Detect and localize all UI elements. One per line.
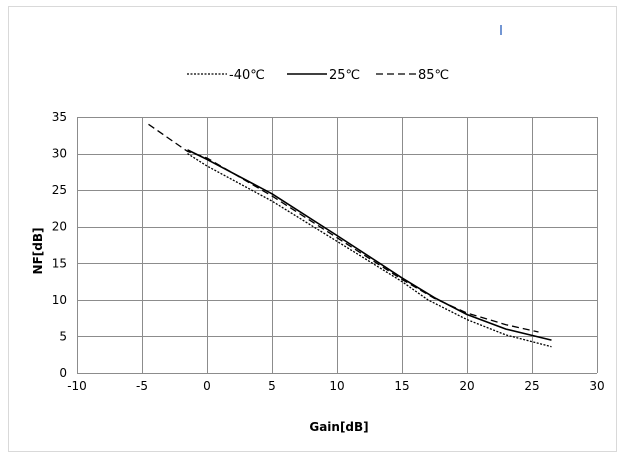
- legend-label: -40℃: [229, 68, 265, 83]
- y-tick-label: 30: [52, 147, 67, 161]
- series-line-dotted: [187, 153, 552, 348]
- x-tick-label: 10: [329, 379, 344, 393]
- x-tick-label: 30: [589, 379, 604, 393]
- chart-frame: -10 -5 0 5 10 15 20 25 30 0 5 10 15 20 25 30 35 -40℃ 25℃ 8…: [8, 6, 617, 452]
- series-line-solid: [187, 149, 552, 341]
- x-tick-label: 5: [268, 379, 276, 393]
- legend: -40℃ 25℃ 85℃: [187, 68, 449, 83]
- y-tick-label: 35: [52, 110, 67, 124]
- line-chart: -10 -5 0 5 10 15 20 25 30 0 5 10 15 20 25 30 35 -40℃ 25℃ 8…: [31, 25, 605, 434]
- y-tick-label: 5: [59, 329, 67, 343]
- y-tick-label: 10: [52, 293, 67, 307]
- x-axis-title: Gain[dB]: [309, 420, 368, 434]
- legend-label: 85℃: [418, 68, 449, 83]
- x-tick-label: 20: [459, 379, 474, 393]
- y-axis-title: NF[dB]: [31, 228, 45, 275]
- x-tick-label: -10: [67, 379, 87, 393]
- y-tick-label: 15: [52, 256, 67, 270]
- series-lines: [148, 123, 552, 348]
- series-line-dashed: [148, 123, 539, 333]
- y-tick-label: 25: [52, 183, 67, 197]
- x-tick-label: 15: [394, 379, 409, 393]
- x-tick-label: 25: [524, 379, 539, 393]
- y-tick-label: 0: [59, 366, 67, 380]
- axes: -10 -5 0 5 10 15 20 25 30 0 5 10 15 20 25 30 35: [52, 110, 605, 393]
- y-tick-label: 20: [52, 220, 67, 234]
- grid: [77, 117, 598, 374]
- x-tick-label: -5: [136, 379, 148, 393]
- legend-label: 25℃: [329, 68, 360, 83]
- x-tick-label: 0: [203, 379, 211, 393]
